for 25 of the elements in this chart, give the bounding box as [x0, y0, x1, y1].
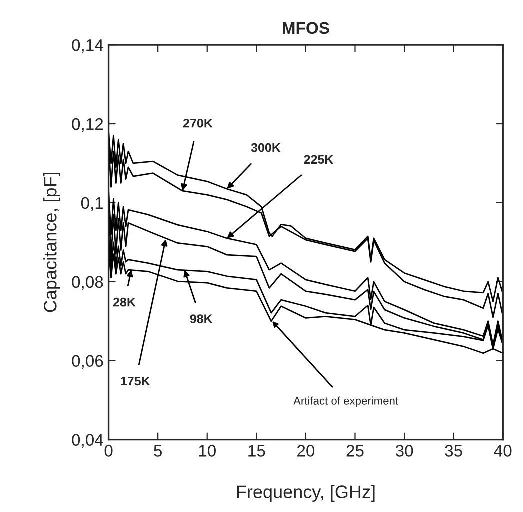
- x-tick-label: 0: [104, 445, 113, 457]
- annotation: 270K: [183, 118, 213, 128]
- annotation: 175K: [121, 376, 150, 386]
- annotation: Artifact of experiment: [294, 396, 398, 408]
- x-tick-label: 5: [154, 445, 162, 457]
- x-tick-label: 35: [445, 445, 462, 457]
- y-tick-label: 0,06: [72, 355, 104, 370]
- y-axis-title: Capacitance, [pF]: [44, 172, 60, 312]
- annotation: 225K: [304, 155, 334, 164]
- x-tick-label: 15: [248, 445, 266, 457]
- y-tick-label: 0,1: [81, 197, 104, 212]
- y-tick-label: 0,08: [72, 276, 104, 290]
- x-tick-label: 20: [298, 445, 315, 457]
- x-tick-label: 30: [396, 445, 414, 457]
- x-axis-title: Frequency, [GHz]: [237, 485, 375, 502]
- annotation: 98K: [190, 314, 213, 324]
- y-tick-label: 0,04: [72, 434, 104, 448]
- annotation: 300K: [251, 143, 281, 152]
- y-tick-label: 0,14: [72, 39, 104, 54]
- y-tick-label: 0,12: [72, 118, 104, 132]
- x-tick-label: 40: [494, 445, 512, 457]
- x-tick-label: 25: [346, 445, 364, 457]
- x-tick-label: 10: [199, 445, 216, 457]
- chart-title: MFOS: [283, 22, 330, 34]
- annotation: 28K: [113, 298, 136, 307]
